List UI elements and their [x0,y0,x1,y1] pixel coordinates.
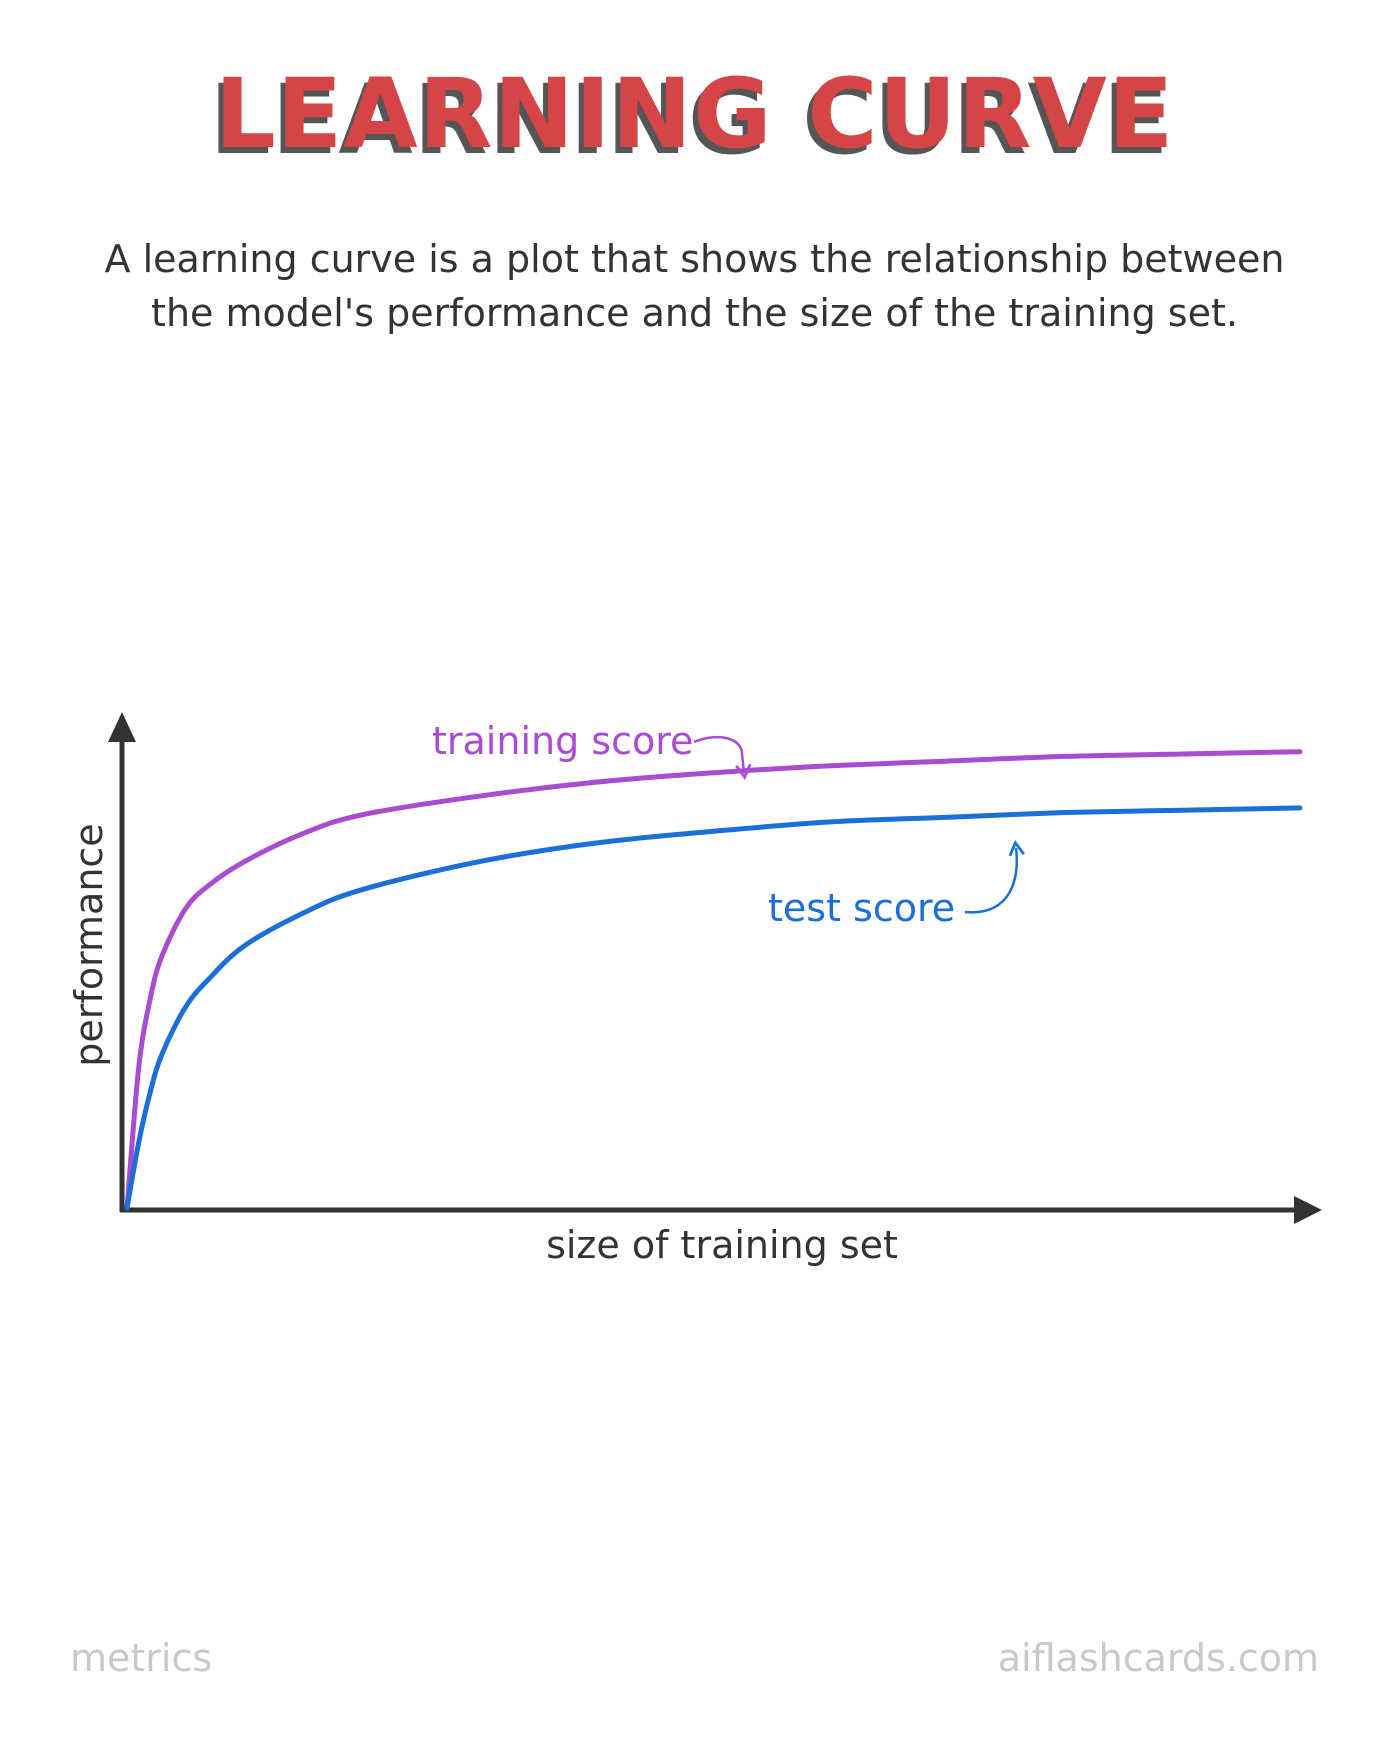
training-score-pointer-arrow [693,735,752,781]
test-score-pointer-arrow [964,839,1025,914]
test-score-label: test score [768,886,955,930]
y-axis-arrow-icon [108,712,136,742]
description-text: A learning curve is a plot that shows th… [104,237,1285,335]
footer-site: aiflashcards.com [997,1636,1319,1680]
page-title: LEARNING CURVE [214,58,1175,170]
test-score-line [124,805,1303,1211]
y-axis-label: performance [67,823,111,1066]
x-axis-label: size of training set [546,1223,898,1267]
training-score-line [124,749,1303,1211]
training-score-label: training score [432,719,693,763]
x-axis-arrow-icon [1294,1196,1322,1224]
footer-category: metrics [70,1636,213,1680]
